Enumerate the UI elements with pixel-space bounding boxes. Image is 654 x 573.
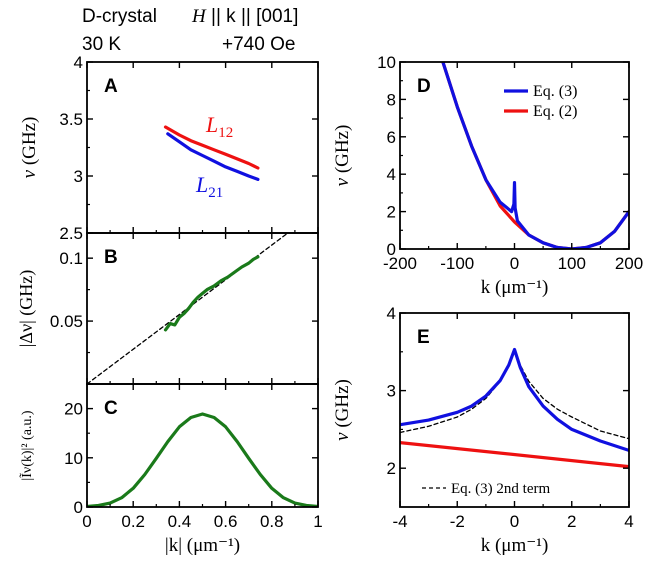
temperature-label: 30 K bbox=[82, 34, 121, 55]
legend-entry: Eq. (2) bbox=[533, 103, 577, 120]
y-tick-label: 0.05 bbox=[50, 312, 83, 331]
axes-frame bbox=[86, 61, 319, 234]
series-line-eq-2- bbox=[400, 441, 629, 469]
field-direction: H || k || [001] bbox=[191, 6, 298, 27]
y-tick-label: 20 bbox=[64, 400, 83, 419]
x-axis-label: k (μm⁻¹) bbox=[481, 277, 549, 298]
y-tick-label: 0 bbox=[387, 240, 396, 259]
y-tick-label: 10 bbox=[377, 53, 396, 72]
x-tick-label: 200 bbox=[615, 254, 643, 273]
x-axis-label: |k| (μm⁻¹) bbox=[165, 535, 240, 556]
y-tick-label: 6 bbox=[387, 128, 396, 147]
field-symbol: H bbox=[191, 6, 207, 27]
axes-frame bbox=[86, 232, 319, 385]
series-line-l21 bbox=[166, 132, 260, 181]
y-axis-symbol: ν bbox=[332, 177, 353, 186]
x-axis-label: k (μm⁻¹) bbox=[481, 535, 549, 556]
label-main: L bbox=[195, 172, 208, 197]
y-axis-unit: (GHz) bbox=[19, 117, 40, 170]
y-axis-unit: (GHz) bbox=[332, 379, 353, 432]
y-tick-label: 4 bbox=[387, 304, 396, 323]
x-tick-label: 0.6 bbox=[214, 512, 238, 531]
y-axis-label: ν (GHz) bbox=[332, 125, 353, 187]
legend-entry: Eq. (3) bbox=[533, 83, 577, 100]
x-tick-label: -200 bbox=[383, 254, 417, 273]
series-line-gaussian bbox=[87, 412, 318, 507]
series-group bbox=[87, 233, 289, 384]
field-direction-text: || k || [001] bbox=[206, 6, 299, 27]
series-group bbox=[400, 347, 629, 469]
panel-d: 0 2 4 6 8 10 -200 -100 0 100 200 Dν (GHz) k (μm⁻¹) Eq… bbox=[332, 53, 643, 298]
x-tick-label: -2 bbox=[450, 512, 465, 531]
x-tick-label: 2 bbox=[567, 512, 576, 531]
y-axis-symbol: ν bbox=[332, 432, 353, 441]
panel-e: 2 3 4 -4 -2 0 2 4 Eν (GHz) k (μm⁻¹) Eq. (3) 2nd te… bbox=[332, 304, 634, 556]
series-group bbox=[441, 62, 629, 249]
panel-label: A bbox=[104, 76, 118, 97]
y-axis-unit: (GHz) bbox=[332, 125, 353, 178]
y-axis-label: ν (GHz) bbox=[19, 117, 40, 179]
legend-entry: Eq. (3) 2nd term bbox=[451, 481, 550, 497]
y-tick-label: 2 bbox=[387, 459, 396, 478]
x-tick-label: 0.2 bbox=[121, 512, 145, 531]
figure-header: D-crystal 30 K H || k || [001] +740 Oe bbox=[82, 6, 298, 55]
axes-frame bbox=[399, 312, 630, 508]
y-axis-label: ν (GHz) bbox=[332, 379, 353, 441]
series-line-data bbox=[163, 255, 260, 332]
panel-b: 0.05 0.1 B |Δν| (GHz) bbox=[16, 232, 319, 385]
label-sub: 12 bbox=[218, 125, 233, 141]
y-tick-label: 2.5 bbox=[59, 224, 83, 243]
y-tick-label: 4 bbox=[74, 53, 83, 72]
axes-frame bbox=[86, 383, 319, 508]
y-tick-label: 8 bbox=[387, 90, 396, 109]
y-tick-label: 3 bbox=[387, 382, 396, 401]
y-tick-label: 10 bbox=[64, 449, 83, 468]
series-line-eq-3- bbox=[441, 62, 629, 249]
x-tick-label: 0.4 bbox=[168, 512, 192, 531]
series-label-l12: L12 bbox=[205, 112, 233, 141]
panel-label: D bbox=[417, 76, 431, 97]
series-group bbox=[163, 125, 260, 181]
y-tick-label: 2 bbox=[387, 203, 396, 222]
y-tick-label: 3 bbox=[74, 167, 83, 186]
x-tick-label: 0 bbox=[510, 512, 519, 531]
series-line-fit bbox=[87, 233, 289, 384]
y-axis-symbol: ν bbox=[19, 169, 40, 178]
series-label-l21: L21 bbox=[195, 172, 223, 201]
series-line-eq-3- bbox=[400, 347, 629, 452]
panel-label: E bbox=[417, 327, 430, 348]
x-tick-label: -100 bbox=[440, 254, 474, 273]
y-tick-label: 3.5 bbox=[59, 110, 83, 129]
y-tick-label: 0 bbox=[74, 498, 83, 517]
x-tick-label: -4 bbox=[392, 512, 407, 531]
panel-label: B bbox=[104, 247, 118, 268]
y-axis-label: |Δν| (GHz) bbox=[16, 270, 37, 347]
y-tick-label: 4 bbox=[387, 165, 396, 184]
label-main: L bbox=[205, 112, 218, 137]
label-sub: 21 bbox=[208, 185, 223, 201]
series-line-l12 bbox=[163, 125, 260, 170]
field-value: +740 Oe bbox=[222, 34, 295, 55]
x-tick-label: 4 bbox=[624, 512, 633, 531]
y-axis-label: |Ĩν(k)|² (a.u.) bbox=[19, 410, 35, 480]
y-tick-label: 0.1 bbox=[59, 249, 83, 268]
x-tick-label: 100 bbox=[558, 254, 586, 273]
sample-name: D-crystal bbox=[82, 6, 157, 27]
x-tick-label: 0 bbox=[82, 512, 91, 531]
series-group bbox=[87, 412, 318, 507]
x-tick-label: 1 bbox=[313, 512, 322, 531]
panel-label: C bbox=[104, 398, 118, 419]
series-line-eq-3-2nd-term bbox=[400, 349, 629, 440]
x-tick-label: 0 bbox=[510, 254, 519, 273]
x-tick-label: 0.8 bbox=[260, 512, 284, 531]
panel-c: 0 10 20 0 0.2 0.4 0.6 0.8 1 C |Ĩν(k)|² (a.u.) |k| (… bbox=[19, 383, 323, 556]
